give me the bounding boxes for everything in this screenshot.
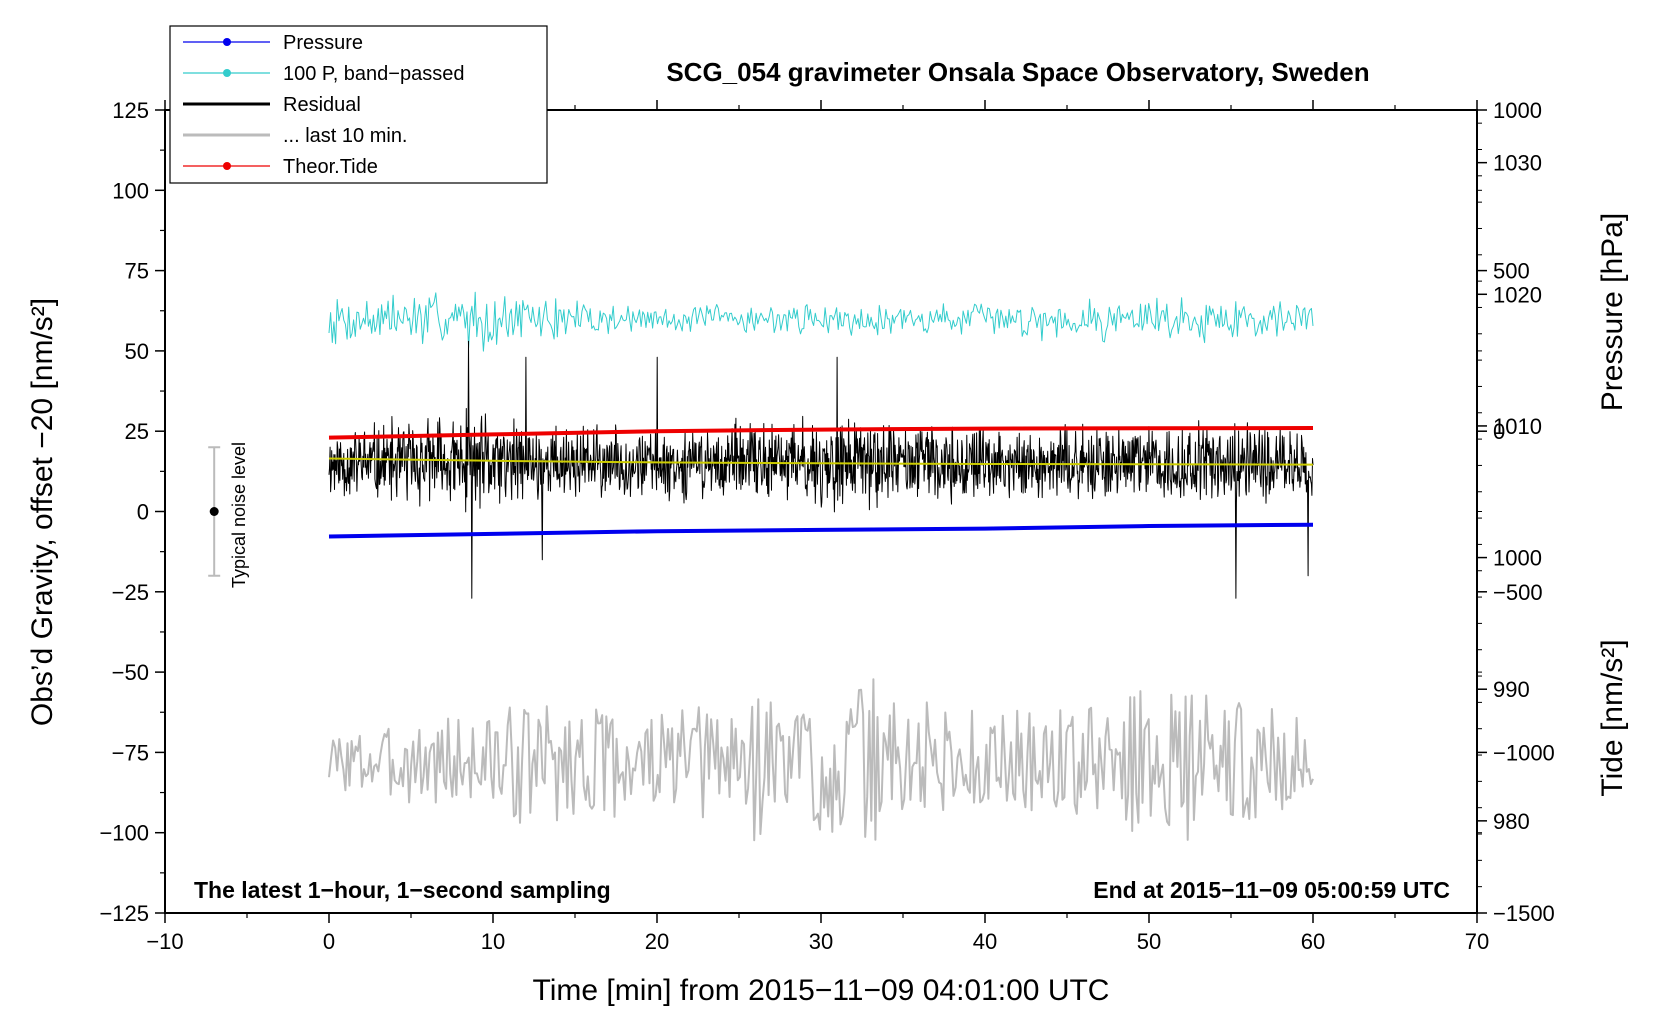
y-tick-label-pressure: 1020 [1493, 282, 1542, 307]
y-tick-label-tide: 1000 [1493, 98, 1542, 123]
y-tick-label-left: 0 [137, 500, 149, 525]
legend-label: Theor.Tide [283, 156, 378, 178]
y-tick-label-left: −100 [99, 821, 149, 846]
x-tick-label: 20 [645, 929, 669, 954]
y-tick-label-left: −125 [99, 901, 149, 926]
legend: Pressure 100 P, band−passed Residual ... la… [169, 25, 548, 184]
noise-level-dot [209, 507, 219, 516]
legend-swatch-dot [223, 69, 231, 77]
legend-label: 100 P, band−passed [283, 63, 464, 85]
series-residual-line [328, 340, 1314, 599]
y-axis-title-tide: Tide [nm/s²] [1596, 639, 1629, 796]
x-tick-label: 60 [1301, 929, 1325, 954]
y-tick-label-tide: 0 [1493, 419, 1505, 444]
legend-swatch-dot [223, 38, 231, 46]
y-tick-label-tide: −500 [1493, 580, 1543, 605]
legend-label: Pressure [283, 32, 363, 54]
y-tick-label-left: −75 [112, 740, 149, 765]
series-tide-line [328, 426, 1314, 440]
x-tick-label: 70 [1465, 929, 1489, 954]
x-tick-label: 30 [809, 929, 833, 954]
y-tick-label-left: −25 [112, 580, 149, 605]
legend-label: Residual [283, 94, 361, 116]
y-tick-label-pressure: 980 [1493, 809, 1530, 834]
y-tick-label-left: 75 [125, 259, 149, 284]
annotation-end-time: End at 2015−11−09 05:00:59 UTC [1093, 877, 1450, 903]
legend-items: Pressure 100 P, band−passed Residual ... la… [183, 32, 464, 178]
y-tick-label-tide: −1000 [1493, 740, 1555, 765]
x-tick-label: 40 [973, 929, 997, 954]
y-tick-label-pressure: 1030 [1493, 151, 1542, 176]
chart-title: SCG_054 gravimeter Onsala Space Observat… [666, 57, 1369, 87]
x-tick-label: 10 [481, 929, 505, 954]
series-band-passed-line [328, 291, 1314, 352]
series-last-10-min-line [328, 678, 1314, 842]
y-tick-label-tide: 500 [1493, 259, 1530, 284]
legend-label: ... last 10 min. [283, 125, 408, 147]
x-tick-label: 0 [323, 929, 335, 954]
series-residual-smoothed-line [328, 457, 1314, 466]
y-tick-label-tide: −1500 [1493, 901, 1555, 926]
axis-ticks: −10 0 10 20 30 40 50 60 701251007550250−25−50−75… [99, 98, 1554, 954]
noise-level-label: Typical noise level [229, 442, 249, 588]
y-axis-title-pressure: Pressure [hPa] [1596, 213, 1629, 411]
annotation-sampling: The latest 1−hour, 1−second sampling [194, 877, 611, 903]
x-axis-title: Time [min] from 2015−11−09 04:01:00 UTC [533, 974, 1110, 1007]
y-tick-label-pressure: 990 [1493, 677, 1530, 702]
y-tick-label-pressure: 1000 [1493, 546, 1542, 571]
x-tick-label: 50 [1137, 929, 1161, 954]
y-tick-label-left: −50 [112, 660, 149, 685]
y-tick-label-left: 25 [125, 419, 149, 444]
x-tick-label: −10 [146, 929, 183, 954]
series-pressure-line [328, 522, 1314, 539]
y-axis-title-left: Obs’d Gravity, offset −20 [nm/s²] [26, 298, 59, 726]
y-tick-label-left: 50 [125, 339, 149, 364]
plot-area [208, 291, 1314, 842]
y-tick-label-pressure: 1010 [1493, 414, 1542, 439]
y-tick-label-left: 125 [112, 98, 149, 123]
y-tick-label-left: 100 [112, 178, 149, 203]
legend-swatch-dot [223, 162, 231, 170]
